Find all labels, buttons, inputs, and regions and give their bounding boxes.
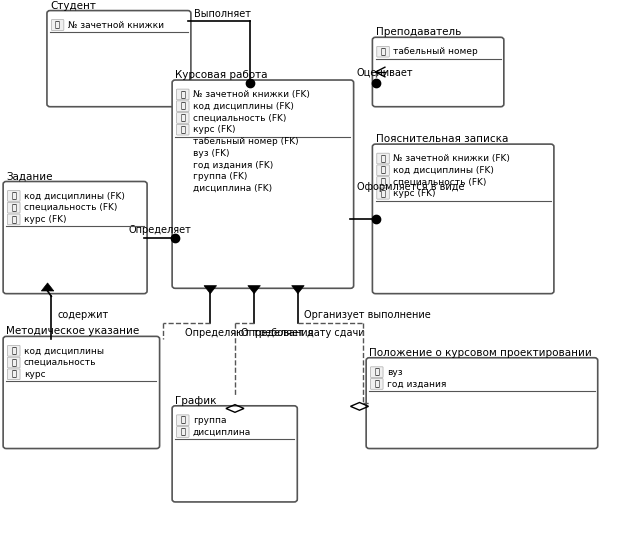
Text: табельный номер (FK): табельный номер (FK) (193, 137, 298, 146)
Text: год издания (FK): год издания (FK) (193, 160, 273, 170)
Polygon shape (248, 286, 260, 294)
Text: 🔑: 🔑 (11, 191, 16, 201)
Text: Выполняет: Выполняет (194, 9, 251, 18)
Text: специальность (FK): специальность (FK) (393, 178, 486, 186)
Text: курс: курс (24, 370, 46, 379)
FancyBboxPatch shape (377, 47, 389, 57)
Text: 🔑: 🔑 (11, 370, 16, 379)
FancyBboxPatch shape (372, 144, 554, 294)
Text: 🔑: 🔑 (180, 125, 185, 134)
Text: группа (FK): группа (FK) (193, 172, 247, 181)
Text: 🔑: 🔑 (180, 90, 185, 99)
Text: № зачетной книжки (FK): № зачетной книжки (FK) (193, 90, 310, 99)
Text: Определяет: Определяет (128, 225, 191, 235)
Text: 🔑: 🔑 (55, 21, 60, 29)
Text: Курсовая работа: Курсовая работа (175, 70, 268, 80)
Polygon shape (204, 286, 216, 294)
Text: код дисциплины (FK): код дисциплины (FK) (24, 191, 125, 201)
FancyBboxPatch shape (176, 427, 189, 437)
FancyBboxPatch shape (172, 406, 298, 502)
Text: 🔑: 🔑 (381, 189, 386, 198)
Polygon shape (41, 283, 54, 291)
Text: Методическое указание: Методическое указание (6, 326, 140, 337)
Polygon shape (292, 286, 304, 294)
Text: 🔑: 🔑 (180, 102, 185, 111)
Text: 🔑: 🔑 (180, 428, 185, 436)
Text: Задание: Задание (6, 171, 53, 182)
Text: вуз (FK): вуз (FK) (193, 149, 229, 158)
FancyBboxPatch shape (366, 358, 598, 449)
FancyBboxPatch shape (8, 345, 20, 356)
Text: 🔑: 🔑 (11, 215, 16, 224)
FancyBboxPatch shape (47, 11, 191, 107)
Text: табельный номер: табельный номер (393, 47, 478, 56)
Text: дисциплина (FK): дисциплина (FK) (193, 184, 272, 193)
Text: группа: группа (193, 416, 226, 425)
Text: 🔑: 🔑 (381, 47, 386, 56)
FancyBboxPatch shape (176, 101, 189, 112)
FancyBboxPatch shape (3, 182, 147, 294)
Text: код дисциплины (FK): код дисциплины (FK) (193, 102, 294, 111)
Text: Определяет дату сдачи: Определяет дату сдачи (241, 328, 365, 338)
Text: курс (FK): курс (FK) (24, 215, 66, 224)
FancyBboxPatch shape (377, 189, 389, 199)
Text: График: График (175, 396, 217, 406)
FancyBboxPatch shape (176, 113, 189, 123)
Text: дисциплина: дисциплина (193, 428, 251, 436)
FancyBboxPatch shape (172, 80, 354, 288)
FancyBboxPatch shape (8, 214, 20, 225)
Text: 🔑: 🔑 (374, 379, 379, 389)
Text: 🔑: 🔑 (11, 346, 16, 356)
Text: Оформляется в виде: Оформляется в виде (357, 182, 464, 192)
FancyBboxPatch shape (8, 202, 20, 213)
Text: Преподаватель: Преподаватель (375, 27, 461, 37)
Text: курс (FK): курс (FK) (393, 189, 435, 198)
Text: 🔑: 🔑 (374, 367, 379, 377)
Text: 🔑: 🔑 (381, 154, 386, 163)
FancyBboxPatch shape (377, 177, 389, 188)
Text: 🔑: 🔑 (11, 203, 16, 212)
FancyBboxPatch shape (372, 37, 504, 107)
Text: Студент: Студент (50, 1, 96, 11)
Text: 🔑: 🔑 (381, 178, 386, 186)
Text: Определяют требования: Определяют требования (185, 328, 314, 338)
Text: 🔑: 🔑 (381, 166, 386, 175)
FancyBboxPatch shape (370, 367, 383, 377)
Text: 🔑: 🔑 (11, 358, 16, 367)
FancyBboxPatch shape (377, 165, 389, 176)
Text: Организует выполнение: Организует выполнение (304, 311, 431, 320)
Text: специальность: специальность (24, 358, 97, 367)
FancyBboxPatch shape (377, 153, 389, 164)
Text: Пояснительная записка: Пояснительная записка (375, 134, 508, 144)
FancyBboxPatch shape (176, 89, 189, 100)
Text: специальность (FK): специальность (FK) (24, 203, 117, 212)
Text: 🔑: 🔑 (180, 113, 185, 122)
Text: вуз: вуз (387, 367, 402, 377)
FancyBboxPatch shape (176, 124, 189, 135)
Text: Положение о курсовом проектировании: Положение о курсовом проектировании (369, 348, 592, 358)
Text: Оценивает: Оценивает (357, 67, 413, 78)
Text: № зачетной книжки: № зачетной книжки (68, 21, 164, 29)
FancyBboxPatch shape (370, 378, 383, 389)
Text: код дисциплины (FK): код дисциплины (FK) (393, 166, 494, 175)
FancyBboxPatch shape (8, 191, 20, 201)
Text: специальность (FK): специальность (FK) (193, 113, 286, 122)
FancyBboxPatch shape (176, 415, 189, 425)
Text: содержит: содержит (57, 310, 109, 320)
FancyBboxPatch shape (8, 357, 20, 368)
Text: код дисциплины: код дисциплины (24, 346, 104, 356)
FancyBboxPatch shape (52, 20, 64, 30)
Text: № зачетной книжки (FK): № зачетной книжки (FK) (393, 154, 510, 163)
Text: курс (FK): курс (FK) (193, 125, 235, 134)
Text: 🔑: 🔑 (180, 416, 185, 425)
Text: год издания: год издания (387, 379, 446, 389)
FancyBboxPatch shape (8, 369, 20, 379)
FancyBboxPatch shape (3, 337, 160, 449)
